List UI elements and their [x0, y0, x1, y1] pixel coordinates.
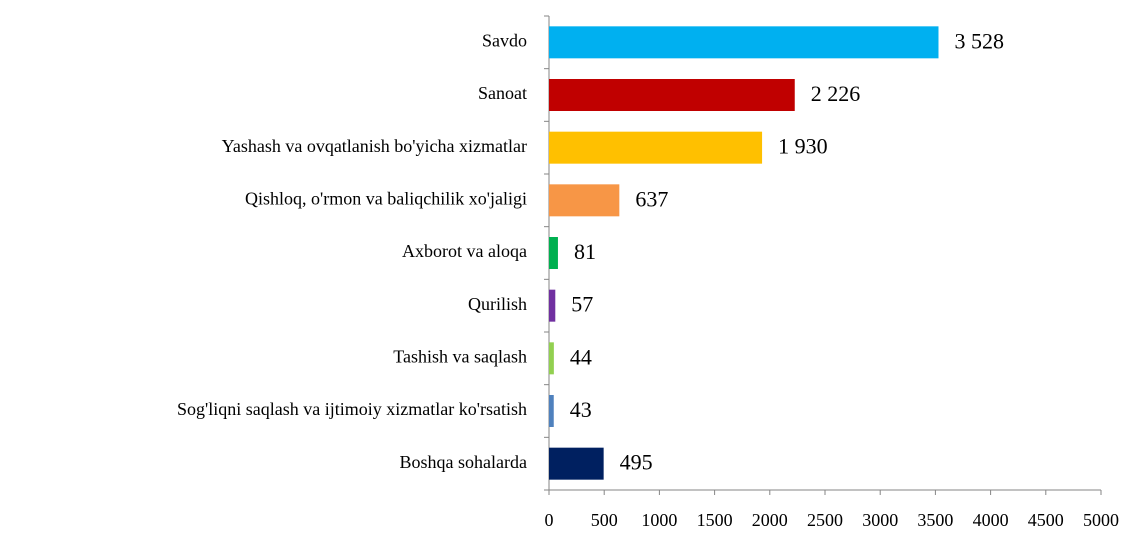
category-label: Sanoat	[478, 83, 527, 103]
bar	[549, 131, 763, 164]
x-tick-label: 2500	[807, 510, 843, 530]
category-label: Savdo	[482, 30, 527, 50]
x-tick-label: 500	[591, 510, 618, 530]
category-label: Sog'liqni saqlash va ijtimoiy xizmatlar …	[177, 399, 527, 419]
category-label: Qishloq, o'rmon va baliqchilik xo'jaligi	[245, 188, 527, 208]
x-tick-label: 1000	[641, 510, 677, 530]
data-label: 2 226	[811, 81, 861, 106]
x-tick-label: 0	[545, 510, 554, 530]
bar	[549, 26, 939, 59]
x-tick-label: 4000	[973, 510, 1009, 530]
x-tick-label: 5000	[1083, 510, 1119, 530]
category-label: Yashash va ovqatlanish bo'yicha xizmatla…	[222, 136, 527, 156]
data-label: 1 930	[778, 134, 828, 159]
data-label: 44	[570, 344, 592, 369]
bar	[549, 79, 795, 111]
data-label: 57	[571, 292, 593, 317]
bar	[549, 184, 620, 217]
bar	[549, 395, 554, 427]
category-label: Axborot va aloqa	[402, 241, 527, 261]
data-label: 81	[574, 239, 596, 264]
data-label: 3 528	[954, 28, 1004, 53]
bar	[549, 237, 558, 269]
x-tick-label: 4500	[1028, 510, 1064, 530]
bar	[549, 447, 604, 480]
bar	[549, 342, 554, 375]
data-label: 43	[570, 397, 592, 422]
data-label: 495	[620, 450, 653, 475]
x-tick-label: 3000	[862, 510, 898, 530]
x-tick-label: 2000	[752, 510, 788, 530]
category-label: Qurilish	[468, 294, 527, 314]
x-tick-label: 1500	[697, 510, 733, 530]
category-label: Boshqa sohalarda	[400, 452, 527, 472]
category-label: Tashish va saqlash	[393, 346, 527, 366]
bar	[549, 289, 556, 322]
x-tick-label: 3500	[917, 510, 953, 530]
data-label: 637	[635, 186, 668, 211]
